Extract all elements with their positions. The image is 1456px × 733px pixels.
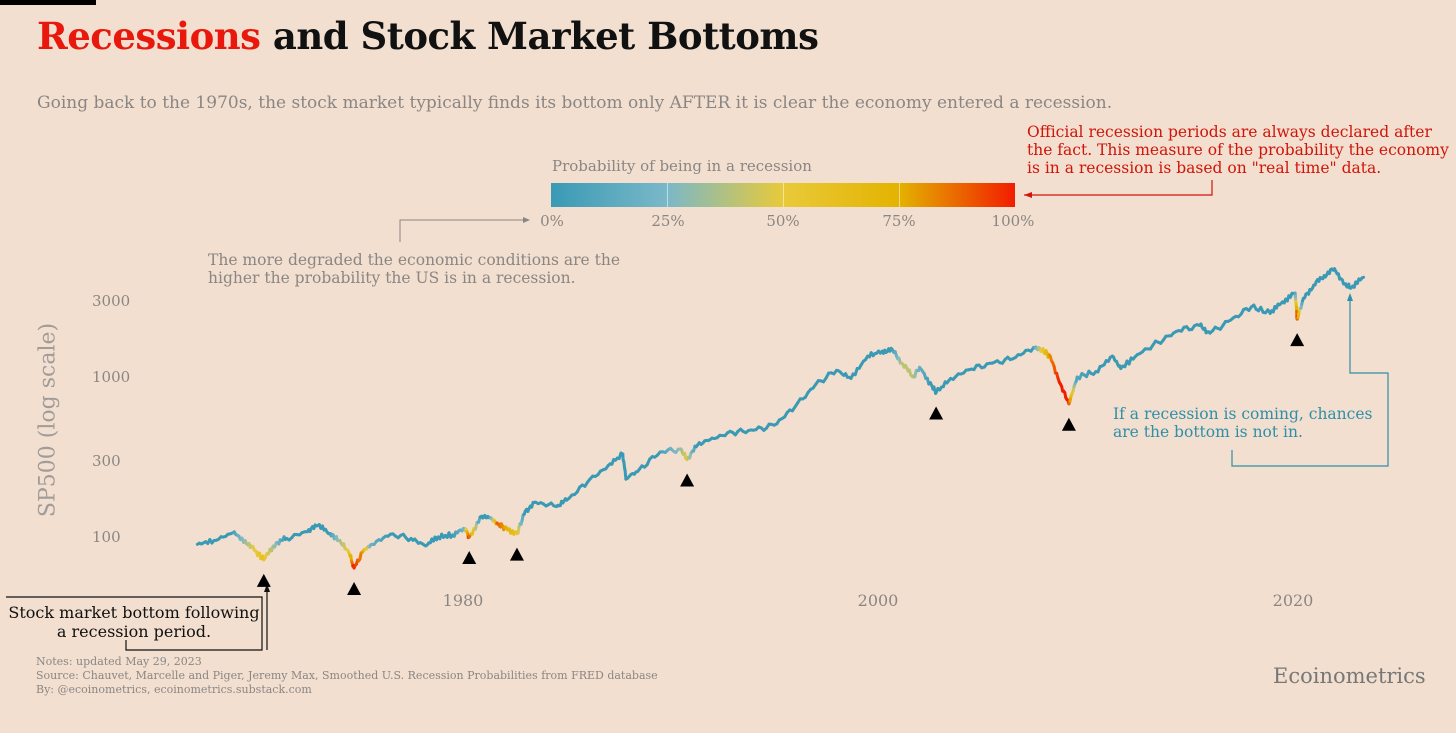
arrowhead-grey (523, 217, 530, 223)
notes-source: Source: Chauvet, Marcelle and Piger, Jer… (36, 669, 658, 682)
annotation-degraded-conditions: The more degraded the economic condition… (208, 251, 621, 287)
market-bottom-marker (256, 573, 271, 587)
arrowhead-black (264, 584, 270, 592)
market-bottom-marker (462, 551, 477, 564)
legend-divider (899, 183, 900, 207)
legend-label: 75% (882, 212, 916, 230)
legend-title: Probability of being in a recession (552, 157, 812, 175)
arrow-to-legend-grey (399, 219, 528, 242)
top-accent-bar (0, 0, 96, 5)
market-bottom-marker (347, 582, 362, 596)
market-bottom-marker (680, 473, 695, 487)
market-bottom-marker (509, 547, 524, 561)
legend-label: 100% (991, 212, 1035, 230)
legend-label: 25% (651, 212, 685, 230)
arrow-to-legend-red (1024, 180, 1213, 196)
sp500-line-segment (1360, 275, 1366, 280)
x-tick-label: 2020 (1272, 591, 1314, 610)
annotation-box-black (6, 596, 263, 651)
market-bottom-marker (1061, 417, 1076, 431)
arrowhead-blue (1347, 293, 1353, 301)
x-tick-label: 1980 (442, 591, 484, 610)
annotation-market-bottom: Stock market bottom following a recessio… (8, 603, 260, 641)
title-rest: and Stock Market Bottoms (260, 14, 819, 58)
legend-color-bar (551, 183, 1015, 207)
brand-logo-text: Ecoinometrics (1273, 664, 1426, 688)
y-tick-label: 300 (92, 452, 121, 470)
y-tick-label: 1000 (92, 368, 131, 386)
notes-by: By: @ecoinometrics, ecoinometrics.substa… (36, 683, 312, 696)
legend-label: 0% (540, 212, 564, 230)
annotation-recession-coming: If a recession is coming, chances are th… (1113, 405, 1373, 441)
notes-updated: Notes: updated May 29, 2023 (36, 655, 202, 668)
legend-divider (783, 183, 784, 207)
legend-label: 50% (766, 212, 800, 230)
arrow-to-current-blue (1231, 296, 1389, 467)
legend-divider (667, 183, 668, 207)
notes: Notes: updated May 29, 2023 Source: Chau… (36, 655, 658, 697)
y-tick-label: 3000 (92, 292, 131, 310)
title-highlight: Recessions (37, 14, 261, 58)
arrowhead-red (1024, 192, 1032, 198)
page-title: Recessions and Stock Market Bottoms (37, 14, 819, 58)
subtitle: Going back to the 1970s, the stock marke… (37, 93, 1113, 113)
market-bottom-marker (929, 406, 944, 420)
annotation-official-recessions: Official recession periods are always de… (1027, 123, 1449, 177)
market-bottom-marker (1290, 333, 1305, 347)
y-tick-label: 100 (92, 528, 121, 546)
x-tick-label: 2000 (857, 591, 899, 610)
